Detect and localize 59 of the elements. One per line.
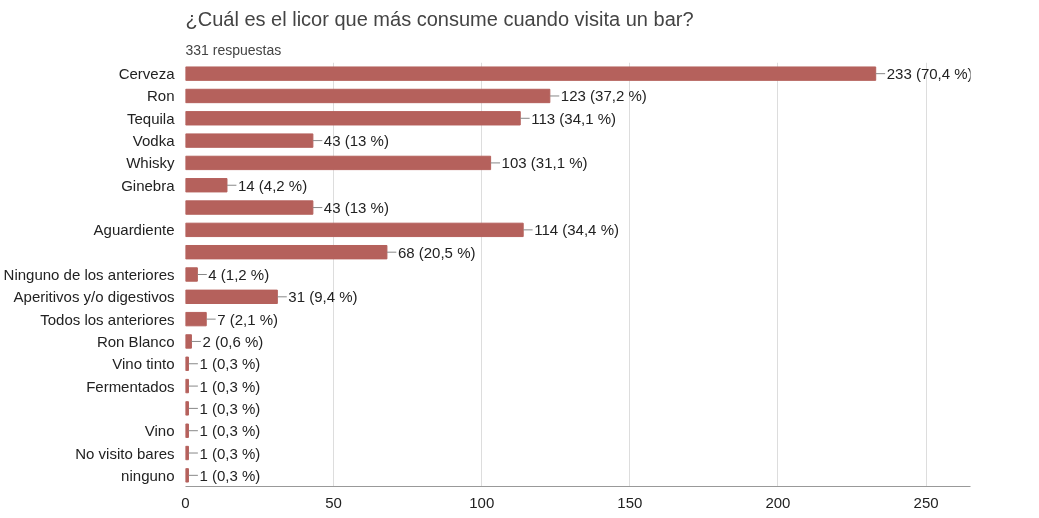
bar bbox=[185, 311, 207, 327]
y-tick-label: Ninguno de los anteriores bbox=[3, 266, 175, 283]
data-label: 31 (9,4 %) bbox=[288, 288, 358, 306]
y-tick-label: Aguardiente bbox=[93, 221, 175, 239]
data-label: 1 (0,3 %) bbox=[199, 444, 261, 462]
y-tick-label: Todos los anteriores bbox=[40, 310, 175, 328]
bar bbox=[185, 289, 278, 305]
y-tick-label: Whisky bbox=[126, 154, 175, 172]
y-tick-label: Ron Blanco bbox=[96, 332, 175, 350]
data-label: 2 (0,6 %) bbox=[202, 332, 264, 350]
bar bbox=[185, 401, 189, 416]
y-tick-label: Ginebra bbox=[121, 176, 176, 194]
data-label: 1 (0,3 %) bbox=[199, 466, 261, 484]
x-tick-label: 200 bbox=[765, 493, 791, 511]
bar bbox=[185, 200, 314, 215]
y-tick-label: Vodka bbox=[132, 132, 176, 150]
data-label: 113 (34,1 %) bbox=[531, 109, 617, 127]
x-tick-label: 150 bbox=[617, 493, 643, 511]
data-label: 114 (34,4 %) bbox=[534, 221, 619, 239]
chart-subtitle: 331 respuestas bbox=[185, 41, 282, 58]
y-tick-label: Cerveza bbox=[118, 65, 176, 83]
bar bbox=[185, 222, 524, 238]
x-tick-label: 100 bbox=[469, 493, 495, 511]
bar bbox=[185, 66, 877, 81]
y-tick-label: Fermentados bbox=[86, 377, 175, 395]
bar bbox=[185, 267, 198, 282]
data-label: 1 (0,3 %) bbox=[199, 355, 261, 373]
y-tick-label: Vino bbox=[144, 422, 175, 440]
y-tick-label: Vino tinto bbox=[112, 355, 175, 373]
bar bbox=[185, 423, 189, 438]
y-tick-label: Aperitivos y/o digestivos bbox=[13, 288, 175, 306]
data-label: 43 (13 %) bbox=[323, 132, 389, 150]
data-label: 68 (20,5 %) bbox=[397, 243, 476, 261]
x-tick-label: 50 bbox=[325, 493, 342, 511]
x-tick-label: 0 bbox=[181, 493, 190, 511]
y-tick-label: ninguno bbox=[121, 466, 175, 484]
y-tick-label: No visito bares bbox=[75, 444, 175, 462]
bar bbox=[185, 356, 189, 371]
data-label: 1 (0,3 %) bbox=[199, 377, 261, 395]
y-tick-label: Tequila bbox=[126, 109, 176, 127]
bar bbox=[185, 133, 314, 148]
data-label: 1 (0,3 %) bbox=[199, 399, 261, 417]
data-label: 4 (1,2 %) bbox=[208, 266, 270, 283]
bar bbox=[185, 155, 492, 171]
bar bbox=[185, 244, 388, 260]
bar bbox=[185, 334, 192, 349]
x-tick-label: 250 bbox=[913, 493, 939, 511]
data-label: 103 (31,1 %) bbox=[501, 154, 588, 172]
y-tick-label: Ron bbox=[146, 87, 175, 105]
bar bbox=[185, 178, 228, 193]
chart-title: ¿Cuál es el licor que más consume cuando visita un bar? bbox=[185, 7, 694, 30]
data-label: 14 (4,2 %) bbox=[237, 176, 308, 194]
bar bbox=[185, 468, 189, 483]
data-label: 43 (13 %) bbox=[323, 199, 389, 217]
data-label: 123 (37,2 %) bbox=[560, 87, 647, 105]
data-label: 1 (0,3 %) bbox=[199, 422, 261, 440]
bar bbox=[185, 111, 521, 126]
data-label: 7 (2,1 %) bbox=[217, 310, 279, 328]
bar bbox=[185, 88, 551, 104]
